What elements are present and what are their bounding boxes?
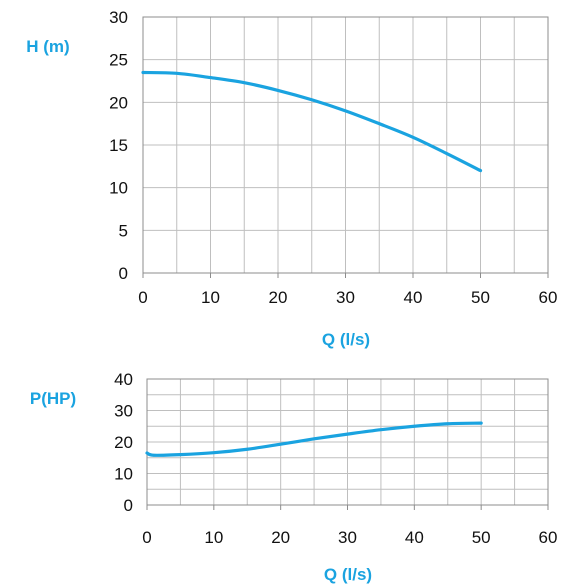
head-curve: [141, 70, 483, 173]
x-tick-label: 50: [472, 528, 491, 547]
x-axis-title: Q (l/s): [322, 330, 370, 349]
x-tick-label: 20: [269, 288, 288, 307]
y-tick-label: 25: [109, 51, 128, 70]
y-axis-title: H (m): [26, 37, 69, 56]
y-tick-label: 0: [119, 264, 128, 283]
y-tick-label: 5: [119, 221, 128, 240]
x-tick-label: 60: [539, 288, 558, 307]
y-tick-label: 10: [109, 179, 128, 198]
power-chart: 0 10 20 30 40 50 60 0 10 20 30 40 Q (l/s) P(HP): [30, 370, 558, 584]
y-axis-title: P(HP): [30, 389, 76, 408]
y-tick-label: 15: [109, 136, 128, 155]
x-tick-label: 30: [338, 528, 357, 547]
y-tick-label: 20: [109, 93, 128, 112]
x-tick-label: 10: [204, 528, 223, 547]
y-tick-label: 0: [124, 496, 133, 515]
x-tick-label: 0: [142, 528, 151, 547]
x-tick-label: 60: [539, 528, 558, 547]
x-tick-label: 10: [201, 288, 220, 307]
x-tick-label: 40: [405, 528, 424, 547]
x-tick-label: 0: [138, 288, 147, 307]
y-tick-label: 10: [114, 465, 133, 484]
y-tick-label: 20: [114, 433, 133, 452]
y-tick-label: 30: [114, 402, 133, 421]
power-curve: [145, 421, 483, 457]
x-tick-label: 50: [471, 288, 490, 307]
x-tick-label: 30: [336, 288, 355, 307]
y-tick-label: 30: [109, 8, 128, 27]
y-tick-label: 40: [114, 370, 133, 389]
x-tick-label: 40: [404, 288, 423, 307]
x-tick-label: 20: [271, 528, 290, 547]
head-chart: 0 10 20 30 40 50 60 0 5 10 15 20 25 30 Q (l/s) H (m): [26, 8, 557, 349]
x-axis-title: Q (l/s): [324, 565, 372, 584]
